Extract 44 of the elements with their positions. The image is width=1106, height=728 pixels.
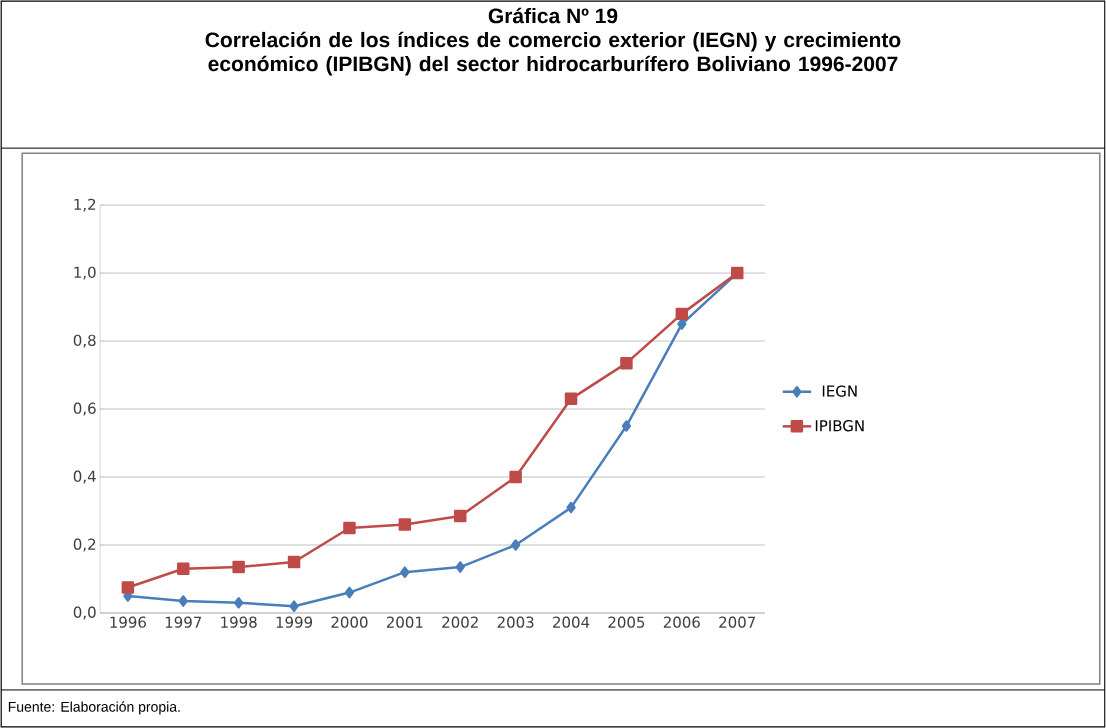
point	[121, 581, 135, 594]
y-tick-label: 0,0	[73, 606, 96, 620]
x-tick-label: 1996	[110, 616, 146, 628]
y-tick-label: 0,8	[73, 334, 96, 348]
point	[398, 518, 412, 531]
y-tick-label: 0,4	[73, 470, 96, 484]
legend-label: IEGN	[822, 385, 857, 397]
point	[509, 470, 522, 484]
point	[400, 566, 410, 578]
point	[454, 509, 467, 523]
point	[566, 501, 576, 514]
point	[287, 555, 301, 569]
source-note: Fuente: Elaboración propia.	[8, 701, 180, 715]
x-tick-label: 2000	[331, 616, 368, 628]
point	[234, 596, 244, 609]
point	[232, 560, 245, 574]
x-tick-label: 1997	[165, 616, 202, 628]
x-tick-label: 2002	[442, 616, 478, 628]
chart-title: Gráfica Nº 19	[488, 7, 618, 24]
point	[621, 420, 632, 432]
x-tick-label: 1998	[221, 616, 257, 628]
x-tick-label: 2004	[553, 616, 590, 628]
point	[289, 600, 299, 612]
x-tick-label: 1999	[276, 616, 313, 628]
point	[564, 392, 578, 406]
point	[620, 356, 633, 370]
x-tick-label: 2003	[497, 616, 534, 628]
y-tick-label: 1,0	[74, 266, 96, 280]
y-tick-label: 0,6	[73, 402, 96, 416]
point	[675, 307, 689, 321]
x-tick-label: 2006	[663, 616, 700, 628]
point	[343, 521, 356, 535]
point	[455, 561, 465, 573]
point	[178, 595, 188, 607]
legend-label: IPIBGN	[815, 419, 864, 432]
chart-subtitle: Correlación de los índices de comercio exterior (IEGN) y crecimiento económico (IPIBGN) del sector hidrocarburífero Boliviano 1996-2007	[205, 31, 901, 76]
x-tick-label: 2005	[608, 616, 645, 628]
y-tick-label: 0,2	[73, 538, 96, 552]
x-tick-label: 2007	[719, 616, 756, 628]
x-tick-label: 2001	[386, 616, 423, 628]
y-tick-label: 1,2	[74, 198, 96, 212]
point	[344, 586, 355, 599]
point	[177, 562, 190, 575]
point	[511, 539, 521, 551]
